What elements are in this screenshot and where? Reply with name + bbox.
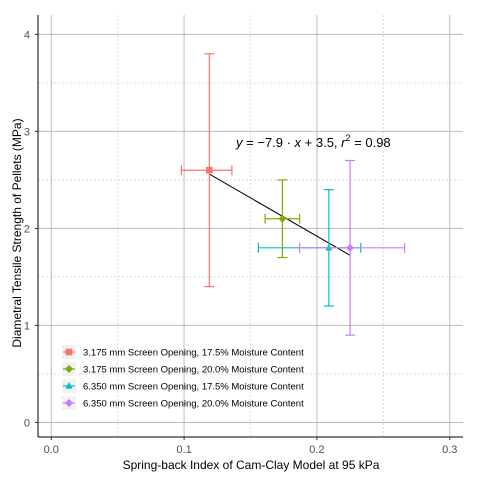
legend-label: 3.175 mm Screen Opening, 20.0% Moisture … <box>83 365 304 376</box>
regression-equation: y = −7.9 · x + 3.5, r2 = 0.98 <box>235 133 391 150</box>
y-tick-label: 4 <box>24 29 30 41</box>
series-2 <box>264 179 301 259</box>
y-axis-label: Diametral Tensile Strength of Pellets (M… <box>10 118 24 347</box>
y-tick-label: 2 <box>24 223 30 235</box>
x-tick-label: 0.2 <box>309 444 324 456</box>
regression <box>209 173 351 256</box>
y-tick-label: 3 <box>24 126 30 138</box>
legend-label: 3.175 mm Screen Opening, 17.5% Moisture … <box>83 348 304 359</box>
regression-line <box>209 173 351 256</box>
legend: 3.175 mm Screen Opening, 17.5% Moisture … <box>62 345 304 410</box>
data-points <box>180 53 406 336</box>
data-point <box>206 166 213 174</box>
series-4 <box>299 159 406 336</box>
legend-label: 6.350 mm Screen Opening, 17.5% Moisture … <box>83 382 304 393</box>
axes: 0.0 0.1 0.2 0.3 0 1 2 3 4 <box>24 15 463 456</box>
legend-item: 6.350 mm Screen Opening, 17.5% Moisture … <box>62 379 304 393</box>
legend-item: 3.175 mm Screen Opening, 20.0% Moisture … <box>62 362 304 376</box>
legend-item: 3.175 mm Screen Opening, 17.5% Moisture … <box>62 345 304 359</box>
data-point <box>325 243 333 251</box>
legend-key-marker <box>65 365 73 373</box>
grid <box>38 15 463 437</box>
data-point <box>346 243 355 252</box>
data-point <box>278 214 287 223</box>
legend-key-marker <box>65 348 73 356</box>
legend-key-marker <box>65 399 73 407</box>
x-tick-label: 0.3 <box>442 444 457 456</box>
x-tick-label: 0.0 <box>44 444 59 456</box>
legend-item: 6.350 mm Screen Opening, 20.0% Moisture … <box>62 396 304 410</box>
legend-label: 6.350 mm Screen Opening, 20.0% Moisture … <box>83 399 304 410</box>
x-axis-label: Spring-back Index of Cam-Clay Model at 9… <box>123 458 380 472</box>
series-1 <box>180 53 233 288</box>
y-tick-label: 0 <box>24 417 30 429</box>
x-tick-label: 0.1 <box>176 444 191 456</box>
y-tick-label: 1 <box>24 320 30 332</box>
legend-key-marker <box>65 382 73 389</box>
